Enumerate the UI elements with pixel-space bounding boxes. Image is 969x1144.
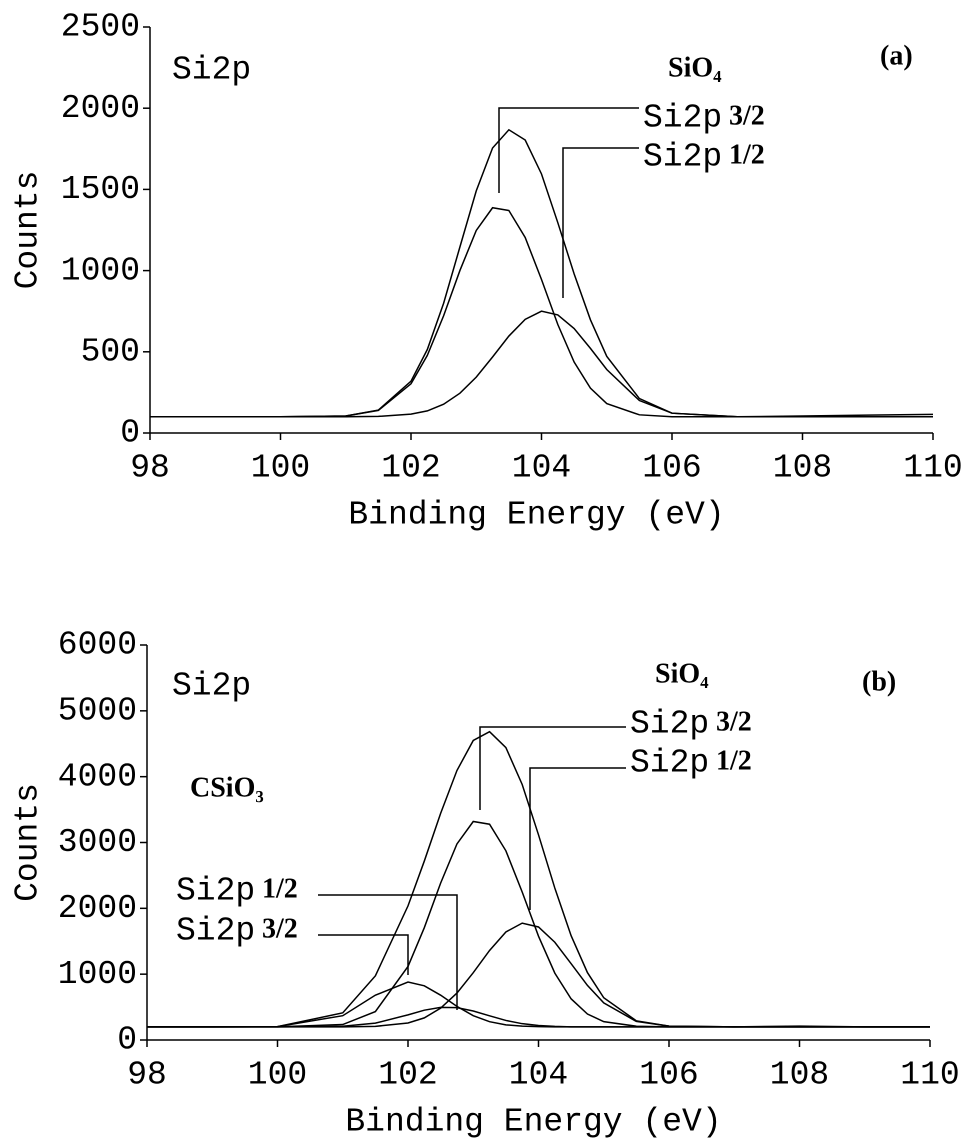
y-tick-label: 500 [81,334,140,371]
peak-level: Si2p [630,706,709,743]
x-tick-label: 98 [127,1057,167,1094]
species-label: SiO₄ [655,658,709,689]
x-tick-label: 100 [248,1057,307,1094]
peak-state: 3/2 [716,706,752,737]
peak-state: 1/2 [729,139,765,170]
peak-state: 3/2 [262,913,298,944]
region-label: Si2p [172,52,251,89]
y-tick-label: 2500 [61,9,140,46]
spectrum-line [147,922,930,1028]
spectrum-line [150,128,934,418]
peak-level: Si2p [176,873,255,910]
x-tick-label: 110 [903,450,962,487]
species-label: SiO₄ [668,52,722,83]
x-axis-label: Binding Energy (eV) [348,497,724,534]
y-axis-label: Counts [10,783,47,902]
x-axis-label: Binding Energy (eV) [345,1104,721,1141]
y-tick-label: 1000 [61,252,140,289]
y-tick-label: 2000 [61,90,140,127]
y-tick-label: 3000 [58,824,137,861]
y-tick-label: 2000 [58,890,137,927]
y-tick-label: 1000 [58,956,137,993]
region-label: Si2p [172,668,251,705]
x-tick-label: 104 [512,450,571,487]
y-tick-label: 0 [117,1022,137,1059]
leader-line [562,147,639,298]
species-label: CSiO₃ [190,772,264,803]
y-tick-label: 0 [120,415,140,452]
x-tick-label: 100 [251,450,310,487]
y-tick-label: 4000 [58,758,137,795]
peak-state: 1/2 [262,873,298,904]
peak-level: Si2p [630,745,709,782]
spectrum-line [147,1006,930,1028]
y-axis-label: Counts [10,171,47,290]
peak-level: Si2p [643,139,722,176]
x-tick-label: 98 [130,450,170,487]
x-tick-label: 106 [639,1057,698,1094]
leader-line [479,726,626,810]
spectrum-line [150,206,933,418]
peak-state: 3/2 [729,100,765,131]
spectrum-line [147,981,930,1028]
x-tick-label: 102 [381,450,440,487]
x-tick-label: 110 [900,1057,959,1094]
peak-level: Si2p [176,913,255,950]
panel-label: (b) [862,666,896,697]
x-tick-label: 108 [773,450,832,487]
y-tick-label: 1500 [61,171,140,208]
x-tick-label: 106 [642,450,701,487]
y-tick-label: 6000 [58,627,137,664]
y-tick-label: 5000 [58,693,137,730]
peak-level: Si2p [643,100,722,137]
spectrum-line [150,310,933,418]
panel-label: (a) [880,40,913,71]
x-tick-label: 108 [770,1057,829,1094]
leader-line [318,934,409,975]
leader-line [498,107,639,193]
x-tick-label: 104 [509,1057,568,1094]
x-tick-label: 102 [378,1057,437,1094]
peak-state: 1/2 [716,745,752,776]
leader-line [529,767,626,910]
leader-line [318,894,458,1010]
